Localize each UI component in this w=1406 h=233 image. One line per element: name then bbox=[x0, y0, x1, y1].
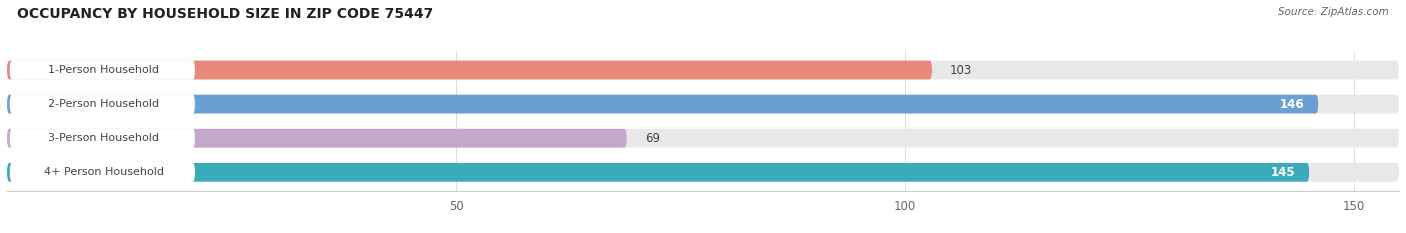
FancyBboxPatch shape bbox=[7, 61, 932, 79]
Text: 4+ Person Household: 4+ Person Household bbox=[44, 167, 163, 177]
Text: 1-Person Household: 1-Person Household bbox=[48, 65, 159, 75]
Text: OCCUPANCY BY HOUSEHOLD SIZE IN ZIP CODE 75447: OCCUPANCY BY HOUSEHOLD SIZE IN ZIP CODE … bbox=[17, 7, 433, 21]
FancyBboxPatch shape bbox=[7, 129, 1399, 147]
FancyBboxPatch shape bbox=[7, 95, 1399, 113]
FancyBboxPatch shape bbox=[7, 163, 1399, 182]
FancyBboxPatch shape bbox=[10, 162, 195, 182]
FancyBboxPatch shape bbox=[10, 60, 195, 80]
Text: 69: 69 bbox=[644, 132, 659, 145]
FancyBboxPatch shape bbox=[7, 163, 1309, 182]
FancyBboxPatch shape bbox=[10, 94, 195, 114]
FancyBboxPatch shape bbox=[7, 129, 627, 147]
Text: 2-Person Household: 2-Person Household bbox=[48, 99, 159, 109]
FancyBboxPatch shape bbox=[7, 95, 1319, 113]
Text: 103: 103 bbox=[950, 64, 972, 76]
Text: 146: 146 bbox=[1279, 98, 1305, 111]
FancyBboxPatch shape bbox=[7, 61, 1399, 79]
Text: 145: 145 bbox=[1271, 166, 1296, 179]
FancyBboxPatch shape bbox=[10, 128, 195, 148]
Text: 3-Person Household: 3-Person Household bbox=[48, 133, 159, 143]
Text: Source: ZipAtlas.com: Source: ZipAtlas.com bbox=[1278, 7, 1389, 17]
